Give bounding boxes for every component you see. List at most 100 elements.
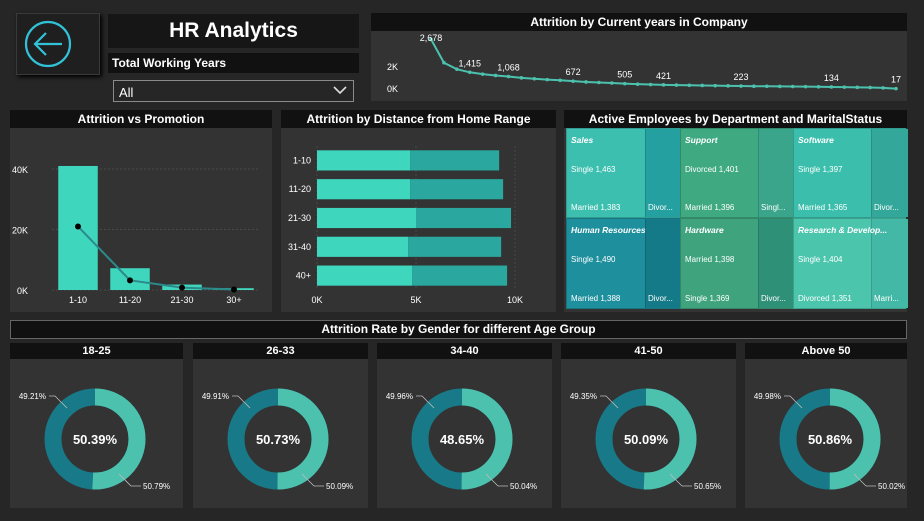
distance-bar-segment-a (317, 150, 411, 171)
promotion-attrition-point (75, 223, 81, 230)
tenure-point (635, 82, 640, 86)
treemap-item-label: Single 1,397 (798, 165, 843, 174)
tenure-point (610, 81, 614, 85)
treemap-title: Active Employees by Department and Marit… (564, 110, 907, 128)
distance-y-tick: 1-10 (293, 155, 311, 165)
chevron-down-icon (333, 86, 347, 95)
treemap-cell[interactable]: Human Resources Single 1,490 Married 1,388… (566, 218, 682, 309)
tenure-point (584, 80, 588, 84)
dropdown-value: All (119, 85, 134, 100)
donut-center-value: 50.39% (73, 432, 118, 447)
gender-age-card: Above 50 50.86% 49.98% 50.02% (745, 343, 907, 508)
treemap-side-block (871, 129, 908, 217)
treemap-item-label: Single 1,490 (571, 255, 616, 264)
donut-right-label: 50.02% (878, 482, 905, 491)
treemap-item-label: Divorced 1,351 (798, 294, 852, 303)
treemap-item-label: Married 1,388 (571, 294, 621, 303)
tenure-point (894, 86, 898, 91)
tenure-point (532, 76, 537, 81)
treemap-item-label: Divor... (874, 203, 899, 212)
tenure-data-label: 223 (733, 72, 748, 82)
donut-leader-line (118, 473, 141, 487)
back-arrow-icon (24, 20, 72, 68)
back-button[interactable] (16, 13, 100, 75)
treemap-department-label: Human Resources (571, 225, 646, 235)
gender-age-card: 34-40 48.65% 49.96% 50.04% (377, 343, 552, 508)
donut-center-value: 48.65% (440, 432, 485, 447)
tenure-point (597, 80, 601, 85)
treemap-cell[interactable]: Research & Develop... Single 1,404 Divorce… (793, 218, 908, 309)
tenure-point (881, 86, 885, 90)
distance-chart-title: Attrition by Distance from Home Range (281, 110, 556, 128)
treemap-item-label: Single 1,404 (798, 255, 843, 264)
donut-right-segment (595, 388, 697, 490)
distance-bar-chart: 0K 5K 10K 1-10 11-20 21-30 31-40 40+ (288, 146, 523, 305)
tenure-data-label: 672 (566, 67, 581, 77)
treemap-item-label: Singl... (761, 203, 786, 212)
gender-age-banner: Attrition Rate by Gender for different A… (10, 320, 907, 339)
treemap-department-label: Research & Develop... (798, 225, 888, 235)
tenure-y-tick: 0K (387, 84, 398, 94)
tenure-data-label: 505 (617, 70, 632, 80)
treemap-department-label: Software (798, 135, 834, 145)
tenure-point (558, 78, 562, 83)
total-working-years-dropdown[interactable]: All (113, 80, 354, 102)
donut-left-label: 49.98% (754, 392, 781, 401)
distance-x-tick: 0K (311, 295, 322, 305)
tenure-point (480, 72, 485, 76)
treemap-cell[interactable]: Sales Single 1,463 Married 1,383 Divor... (566, 128, 682, 218)
treemap-side-block (645, 129, 682, 217)
gender-donut-chart: 50.09% 49.35% 50.65% (570, 388, 721, 491)
donut-leader-line (485, 473, 508, 487)
tenure-data-label: 1,415 (458, 58, 481, 68)
tenure-point (790, 84, 795, 89)
donut-right-segment (227, 388, 329, 490)
promotion-attrition-line (77, 225, 235, 291)
donut-leader-line (669, 473, 692, 487)
promotion-attrition-point (231, 286, 237, 293)
treemap-cell[interactable]: Hardware Married 1,398 Single 1,369 Divor..… (680, 218, 795, 309)
promotion-bar-chart: 40K 20K 0K 1-10 11-20 21-30 30+ (12, 165, 260, 305)
promotion-x-tick: 21-30 (170, 295, 193, 305)
tenure-point (803, 84, 808, 89)
donut-left-label: 49.21% (19, 392, 46, 401)
treemap-department-label: Hardware (685, 225, 724, 235)
distance-bar-segment-a (317, 207, 416, 229)
tenure-point (429, 37, 433, 42)
gender-age-card: 18-25 50.39% 49.21% 50.79% (10, 343, 183, 508)
donut-center-value: 50.09% (624, 432, 669, 447)
treemap-item-label: Married 1,383 (571, 203, 621, 212)
tenure-point (842, 85, 847, 89)
treemap-cell[interactable]: Support Divorced 1,401 Married 1,396 Singl.… (680, 128, 795, 218)
tenure-line-chart: 2K 0K 2,678 1,415 1,068 672 505 421 223 134 17 (387, 33, 901, 94)
tenure-point (687, 83, 692, 88)
tenure-data-label: 2,678 (420, 33, 443, 43)
distance-bar-segment-b (412, 265, 508, 286)
tenure-point (739, 84, 743, 88)
tenure-point (519, 76, 524, 80)
treemap-panel: Active Employees by Department and Marit… (564, 110, 908, 312)
donut-leader-line (232, 395, 251, 409)
donut-left-label: 49.96% (386, 392, 413, 401)
promotion-chart-title: Attrition vs Promotion (10, 110, 272, 128)
donut-center-value: 50.86% (808, 432, 853, 447)
tenure-point (777, 84, 782, 89)
tenure-data-label: 1,068 (497, 63, 520, 73)
treemap-cell[interactable]: Software Single 1,397 Married 1,365 Divor..… (793, 128, 908, 218)
distance-y-tick: 11-20 (289, 184, 311, 194)
treemap-side-block (871, 219, 908, 308)
donut-leader-line (784, 395, 803, 409)
distance-bar-segment-b (410, 179, 504, 200)
distance-bar-segment-a (317, 265, 413, 286)
tenure-point (493, 73, 498, 78)
donut-leader-line (853, 473, 876, 487)
treemap-item-label: Divor... (761, 294, 786, 303)
treemap-department-label: Support (685, 135, 718, 145)
promotion-attrition-point (127, 277, 133, 284)
tenure-point (661, 83, 666, 87)
donut-leader-line (416, 395, 435, 409)
tenure-point (765, 84, 769, 89)
slicer-label: Total Working Years (108, 53, 359, 73)
tenure-point (855, 85, 860, 90)
treemap-item-label: Divor... (648, 294, 673, 303)
